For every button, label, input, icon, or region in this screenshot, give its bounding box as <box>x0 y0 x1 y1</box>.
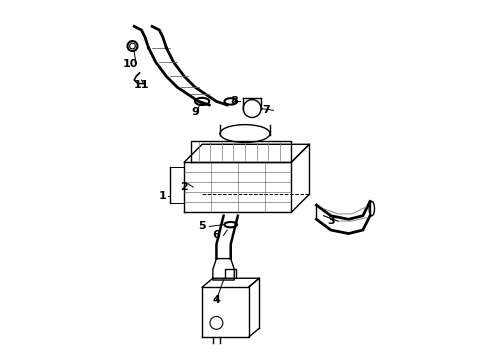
Text: 4: 4 <box>213 295 220 305</box>
Text: 9: 9 <box>191 107 199 117</box>
Text: 3: 3 <box>327 216 335 226</box>
Text: 7: 7 <box>263 105 270 115</box>
Text: 11: 11 <box>134 80 149 90</box>
Text: 8: 8 <box>230 96 238 107</box>
Text: 6: 6 <box>213 230 220 240</box>
Text: 1: 1 <box>159 191 167 201</box>
Text: 10: 10 <box>123 59 138 69</box>
Text: 2: 2 <box>180 182 188 192</box>
Text: 5: 5 <box>198 221 206 231</box>
